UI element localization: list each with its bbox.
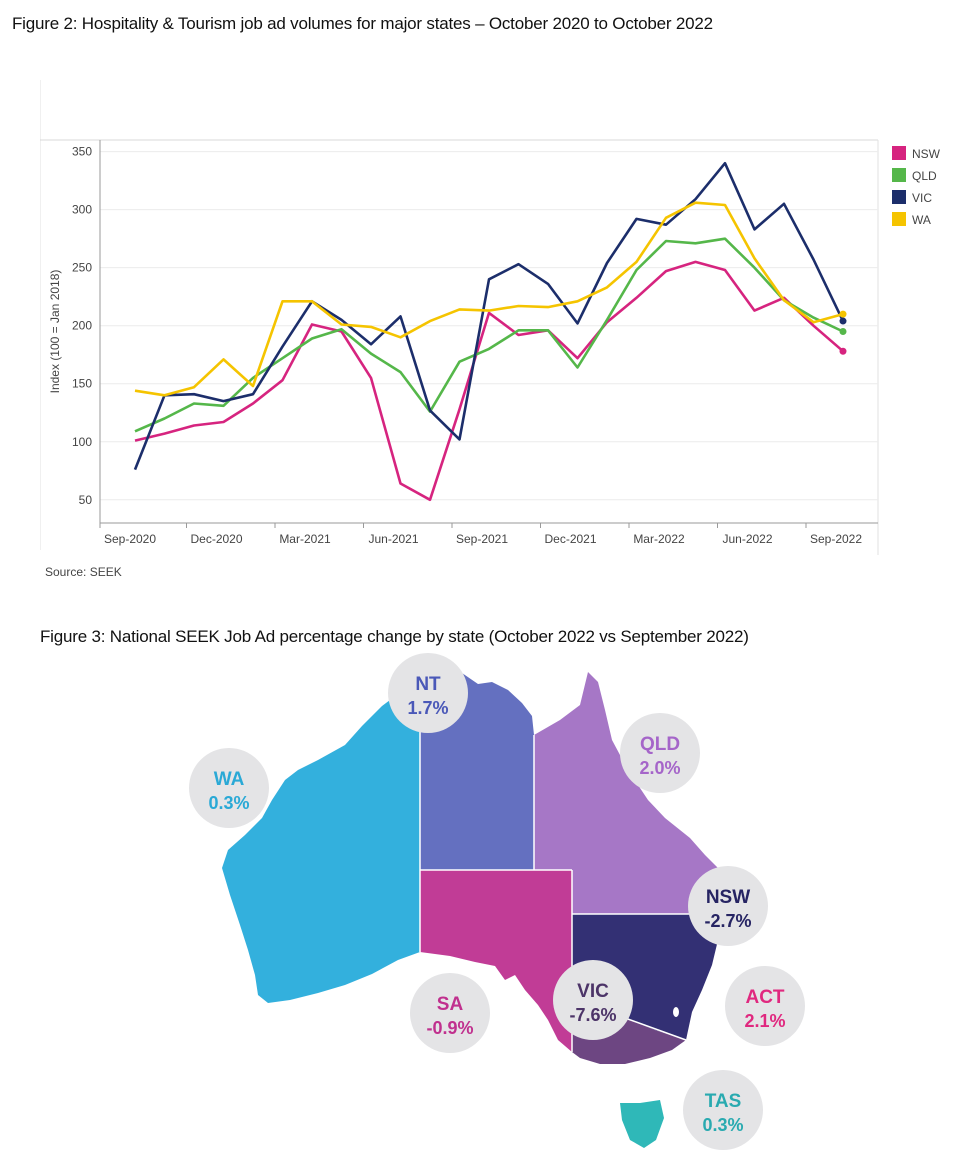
y-tick-label: 50 <box>79 493 93 507</box>
bubble-nsw-name: NSW <box>706 887 750 908</box>
bubble-nsw-circle <box>688 866 768 946</box>
series-line-qld <box>134 237 844 433</box>
x-tick-label: Mar-2022 <box>633 532 685 546</box>
bubble-wa-name: WA <box>214 769 245 790</box>
figure-3-title: Figure 3: National SEEK Job Ad percentag… <box>40 627 749 646</box>
australia-map: WA 0.3% NT 1.7% QLD 2.0% NSW -2.7% SA -0… <box>0 650 959 1168</box>
series-line-nsw <box>134 260 844 502</box>
bubble-nsw-value: -2.7% <box>704 911 751 931</box>
series-endpoint-vic <box>839 317 847 325</box>
y-tick-label: 200 <box>72 319 92 333</box>
bubble-act: ACT 2.1% <box>725 966 805 1046</box>
x-tick-label: Sep-2020 <box>104 532 156 546</box>
bubble-tas: TAS 0.3% <box>683 1070 763 1150</box>
legend-label-nsw: NSW <box>912 147 941 161</box>
series-line-vic <box>133 161 845 471</box>
state-sa <box>420 870 572 1052</box>
bubble-sa: SA -0.9% <box>410 973 490 1053</box>
x-tick-label: Dec-2021 <box>544 532 596 546</box>
bubble-vic-name: VIC <box>577 981 609 1002</box>
x-tick-label: Sep-2021 <box>456 532 508 546</box>
x-tick-label: Mar-2021 <box>279 532 331 546</box>
figure-2-title: Figure 2: Hospitality & Tourism job ad v… <box>12 14 713 33</box>
bubble-wa-circle <box>189 748 269 828</box>
y-tick-label: 150 <box>72 377 92 391</box>
bubble-tas-name: TAS <box>705 1091 742 1112</box>
legend-swatch-wa <box>892 212 906 226</box>
series-endpoint-nsw <box>839 347 847 355</box>
bubble-act-circle <box>725 966 805 1046</box>
bubble-sa-name: SA <box>437 994 464 1015</box>
bubble-nt: NT 1.7% <box>388 653 468 733</box>
y-axis-title: Index (100 = Jan 2018) <box>48 270 62 394</box>
bubble-act-name: ACT <box>745 987 784 1008</box>
x-tick-label: Sep-2022 <box>810 532 862 546</box>
bubble-qld-name: QLD <box>640 734 680 755</box>
bubble-nsw: NSW -2.7% <box>688 866 768 946</box>
bubble-nt-circle <box>388 653 468 733</box>
y-tick-label: 300 <box>72 203 92 217</box>
state-qld <box>534 672 724 914</box>
legend-label-qld: QLD <box>912 169 937 183</box>
bubble-tas-value: 0.3% <box>702 1115 743 1135</box>
bubble-tas-circle <box>683 1070 763 1150</box>
bubble-sa-value: -0.9% <box>426 1018 473 1038</box>
bubble-nt-name: NT <box>415 674 441 695</box>
y-tick-label: 100 <box>72 435 92 449</box>
bubble-wa-value: 0.3% <box>208 793 249 813</box>
series-endpoint-qld <box>839 328 847 335</box>
state-wa <box>222 688 420 1003</box>
bubble-vic-value: -7.6% <box>569 1005 616 1025</box>
bubble-qld-circle <box>620 713 700 793</box>
bubble-act-value: 2.1% <box>744 1011 785 1031</box>
chart-canvas: 50 100 150 200 250 300 350 Sep-2020 Dec-2020 Mar-… <box>39 80 941 555</box>
line-chart: 50 100 150 200 250 300 350 Sep-2020 Dec-2020 Mar-… <box>39 80 959 560</box>
x-tick-label: Jun-2021 <box>368 532 418 546</box>
legend-swatch-nsw <box>892 146 906 160</box>
series-endpoint-wa <box>839 310 847 318</box>
legend-swatch-qld <box>892 168 906 182</box>
legend-label-vic: VIC <box>912 191 932 205</box>
legend-label-wa: WA <box>912 213 931 227</box>
state-tas <box>620 1100 664 1148</box>
bubble-vic: VIC -7.6% <box>553 960 633 1040</box>
series-line-wa <box>134 201 844 397</box>
x-tick-label: Dec-2020 <box>190 532 242 546</box>
legend-swatch-vic <box>892 190 906 204</box>
y-tick-label: 350 <box>72 145 92 159</box>
map-canvas: WA 0.3% NT 1.7% QLD 2.0% NSW -2.7% SA -0… <box>189 653 805 1150</box>
state-act <box>673 1007 679 1017</box>
y-tick-label: 250 <box>72 261 92 275</box>
bubble-nt-value: 1.7% <box>407 698 448 718</box>
bubble-qld: QLD 2.0% <box>620 713 700 793</box>
bubble-vic-circle <box>553 960 633 1040</box>
chart-source: Source: SEEK <box>45 565 122 579</box>
bubble-wa: WA 0.3% <box>189 748 269 828</box>
bubble-qld-value: 2.0% <box>639 758 680 778</box>
x-tick-label: Jun-2022 <box>722 532 772 546</box>
bubble-sa-circle <box>410 973 490 1053</box>
